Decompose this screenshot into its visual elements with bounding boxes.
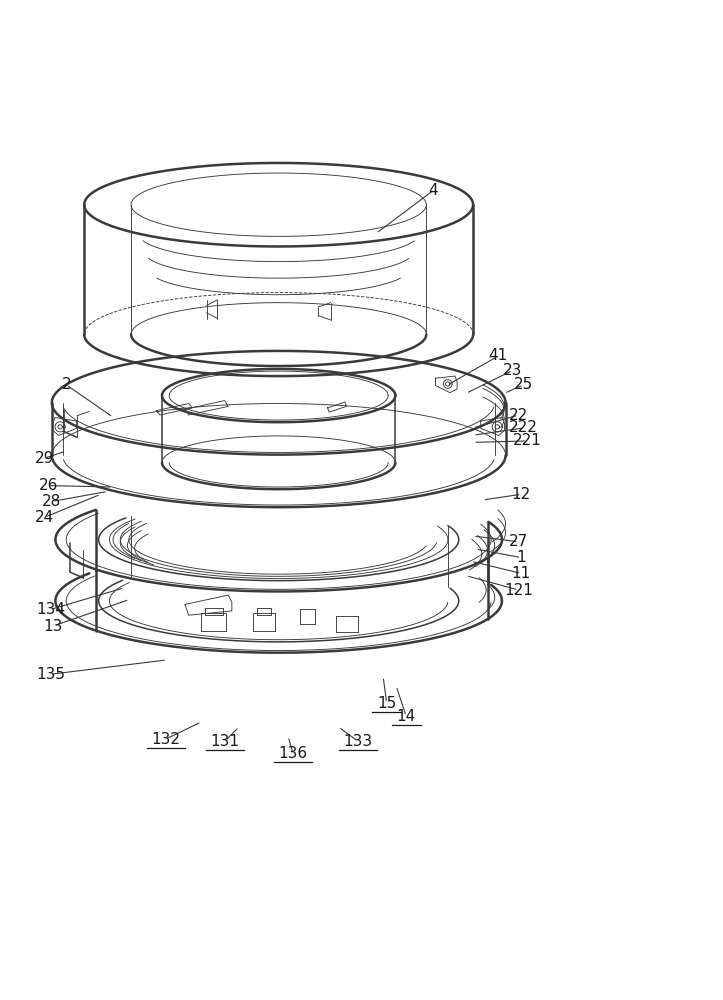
Text: 2: 2 [61,377,71,392]
Text: 11: 11 [512,566,531,581]
Text: 15: 15 [377,696,396,711]
Text: 29: 29 [35,451,54,466]
Text: 22: 22 [509,408,528,423]
Text: 135: 135 [36,667,65,682]
Text: 4: 4 [429,183,438,198]
Text: 41: 41 [489,348,508,363]
Text: 13: 13 [43,619,63,634]
Text: 132: 132 [151,732,180,747]
Text: 121: 121 [504,583,533,598]
Text: 28: 28 [42,494,61,509]
Text: 26: 26 [38,478,58,493]
Text: 221: 221 [513,433,542,448]
Text: 134: 134 [36,602,65,617]
Text: 27: 27 [509,534,528,549]
Text: 12: 12 [512,487,531,502]
Text: 23: 23 [503,363,523,378]
Text: 1: 1 [516,550,526,565]
Text: 25: 25 [514,377,533,392]
Text: 136: 136 [278,746,308,761]
Text: 24: 24 [35,510,54,525]
Text: 131: 131 [210,734,239,749]
Text: 14: 14 [396,709,416,724]
Text: 133: 133 [343,734,372,749]
Text: 222: 222 [509,420,538,435]
